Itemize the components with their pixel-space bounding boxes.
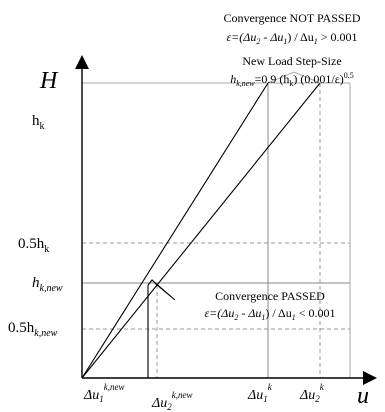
x-axis-label: u bbox=[357, 383, 369, 409]
new-step-formula: hk,new=0.9 (hk) (0.001/ε)0.5 bbox=[230, 71, 354, 88]
new-step-title: New Load Step-Size bbox=[242, 54, 341, 68]
x-tick-du2-k: Δu2k bbox=[299, 382, 325, 404]
curve-step-k-first bbox=[81, 82, 269, 379]
pass-formula: ε=(Δu2 - Δu1) / Δu1 < 0.001 bbox=[204, 306, 335, 322]
x-tick-du1-k: Δu1k bbox=[247, 382, 273, 404]
y-tick-hknew: hk,new bbox=[32, 275, 63, 294]
x-tick-du2-new: Δu2k,new bbox=[151, 390, 192, 412]
y-tick-half-hk: 0.5hk bbox=[18, 236, 49, 255]
fail-formula: ε=(Δu2 - Δu1) / Δu1 > 0.001 bbox=[226, 30, 357, 46]
fail-title: Convergence NOT PASSED bbox=[223, 11, 360, 25]
pass-callout bbox=[151, 279, 176, 301]
y-tick-hk: hk bbox=[32, 113, 45, 132]
y-tick-half-hknew: 0.5hk,new bbox=[8, 320, 58, 339]
y-axis-label: H bbox=[39, 68, 59, 94]
pass-title: Convergence PASSED bbox=[215, 289, 325, 303]
fail-callout bbox=[267, 71, 321, 84]
curve-step-k-second bbox=[81, 82, 321, 379]
x-tick-du1-new: Δu1k,new bbox=[83, 382, 124, 404]
